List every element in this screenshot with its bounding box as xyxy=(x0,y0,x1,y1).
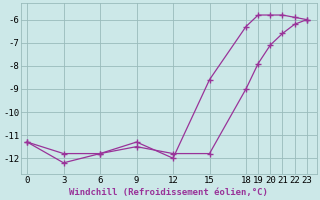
X-axis label: Windchill (Refroidissement éolien,°C): Windchill (Refroidissement éolien,°C) xyxy=(69,188,268,197)
